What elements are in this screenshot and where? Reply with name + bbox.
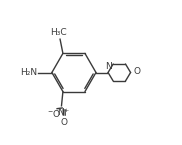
Text: H₃C: H₃C (50, 28, 67, 37)
Text: O: O (61, 118, 68, 127)
Text: N: N (105, 62, 111, 71)
Text: $\mathregular{^{-}O}$: $\mathregular{^{-}O}$ (47, 108, 61, 119)
Text: O: O (133, 67, 140, 76)
Text: $\mathregular{N^{+}}$: $\mathregular{N^{+}}$ (57, 107, 71, 118)
Text: H₂N: H₂N (21, 68, 38, 77)
